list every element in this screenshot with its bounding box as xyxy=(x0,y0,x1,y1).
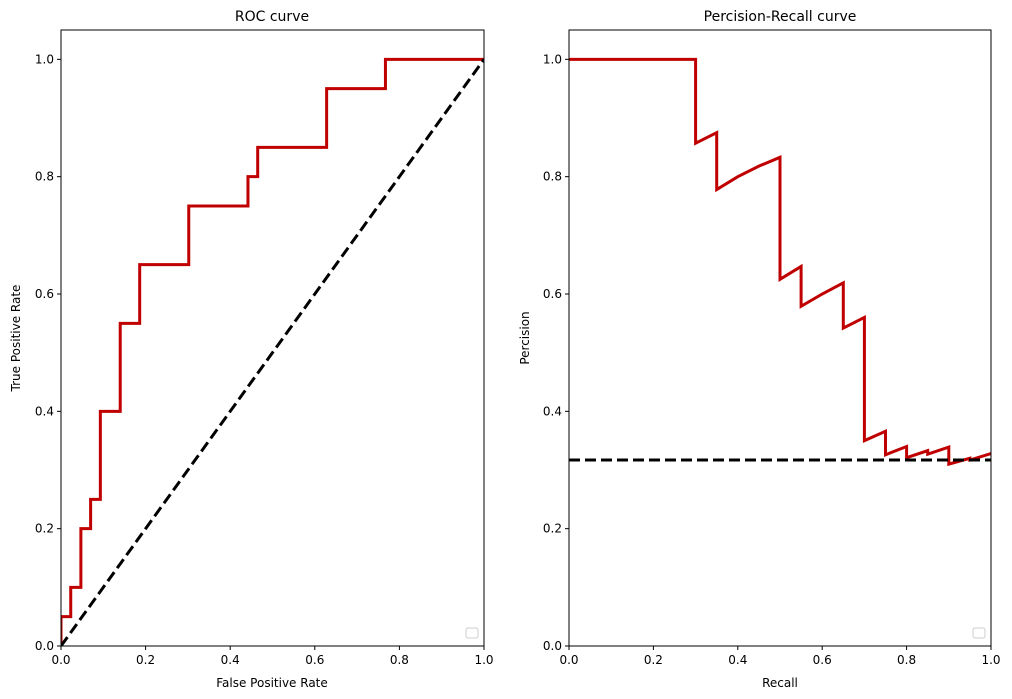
roc-baseline-series-line xyxy=(61,58,484,646)
pr-x-tick-label: 0.4 xyxy=(728,653,747,667)
pr-plot-area xyxy=(569,57,991,467)
roc-y-tick-label: 0.4 xyxy=(35,404,54,418)
roc-y-axis-label: True Positive Rate xyxy=(9,285,23,393)
roc-plot-area xyxy=(61,57,484,646)
pr-y-axis-label: Percision xyxy=(518,311,532,364)
roc-y-tick-label: 0.2 xyxy=(35,522,54,536)
pr-x-tick-label: 0.6 xyxy=(813,653,832,667)
pr-x-tick-label: 0.0 xyxy=(559,653,578,667)
pr-y-tick-label: 0.8 xyxy=(543,170,562,184)
roc-x-tick-label: 1.0 xyxy=(474,653,493,667)
pr-x-tick-label: 0.8 xyxy=(897,653,916,667)
roc-y-tick-label: 0.6 xyxy=(35,287,54,301)
roc-chart-panel: ROC curve 0.0 0.2 0.4 0.6 0.8 1.0 0.0 0.… xyxy=(9,9,494,690)
roc-curve-series-line xyxy=(61,57,484,646)
roc-axes-frame xyxy=(60,29,485,647)
pr-chart-panel: Percision-Recall curve 0.0 0.2 0.4 0.6 0… xyxy=(518,9,1001,690)
roc-chart-title: ROC curve xyxy=(235,9,309,25)
roc-legend-box xyxy=(465,627,479,639)
pr-x-tick-label: 1.0 xyxy=(981,653,1000,667)
pr-y-tick-labels: 0.0 0.2 0.4 0.6 0.8 1.0 xyxy=(543,52,562,653)
pr-y-tick-label: 0.4 xyxy=(543,404,562,418)
pr-curve-series-line xyxy=(569,57,991,467)
pr-x-axis-label: Recall xyxy=(762,676,798,690)
roc-y-tick-labels: 0.0 0.2 0.4 0.6 0.8 1.0 xyxy=(35,52,54,653)
pr-y-tick-label: 0.0 xyxy=(543,639,562,653)
roc-x-tick-label: 0.4 xyxy=(221,653,240,667)
pr-y-tick-label: 0.2 xyxy=(543,522,562,536)
roc-y-tick-label: 1.0 xyxy=(35,52,54,66)
pr-axes-frame xyxy=(568,29,992,647)
roc-x-tick-label: 0.6 xyxy=(305,653,324,667)
roc-y-tick-label: 0.0 xyxy=(35,639,54,653)
pr-chart-title: Percision-Recall curve xyxy=(704,9,857,25)
roc-y-tick-label: 0.8 xyxy=(35,170,54,184)
pr-x-tick-labels: 0.0 0.2 0.4 0.6 0.8 1.0 xyxy=(559,653,1000,667)
pr-y-tick-label: 0.6 xyxy=(543,287,562,301)
pr-legend-box xyxy=(972,627,986,639)
pr-x-tick-label: 0.2 xyxy=(644,653,663,667)
roc-x-tick-label: 0.0 xyxy=(51,653,70,667)
roc-x-tick-label: 0.2 xyxy=(136,653,155,667)
pr-y-tick-label: 1.0 xyxy=(543,52,562,66)
roc-x-tick-label: 0.8 xyxy=(390,653,409,667)
roc-x-tick-labels: 0.0 0.2 0.4 0.6 0.8 1.0 xyxy=(51,653,493,667)
roc-x-axis-label: False Positive Rate xyxy=(216,676,328,690)
